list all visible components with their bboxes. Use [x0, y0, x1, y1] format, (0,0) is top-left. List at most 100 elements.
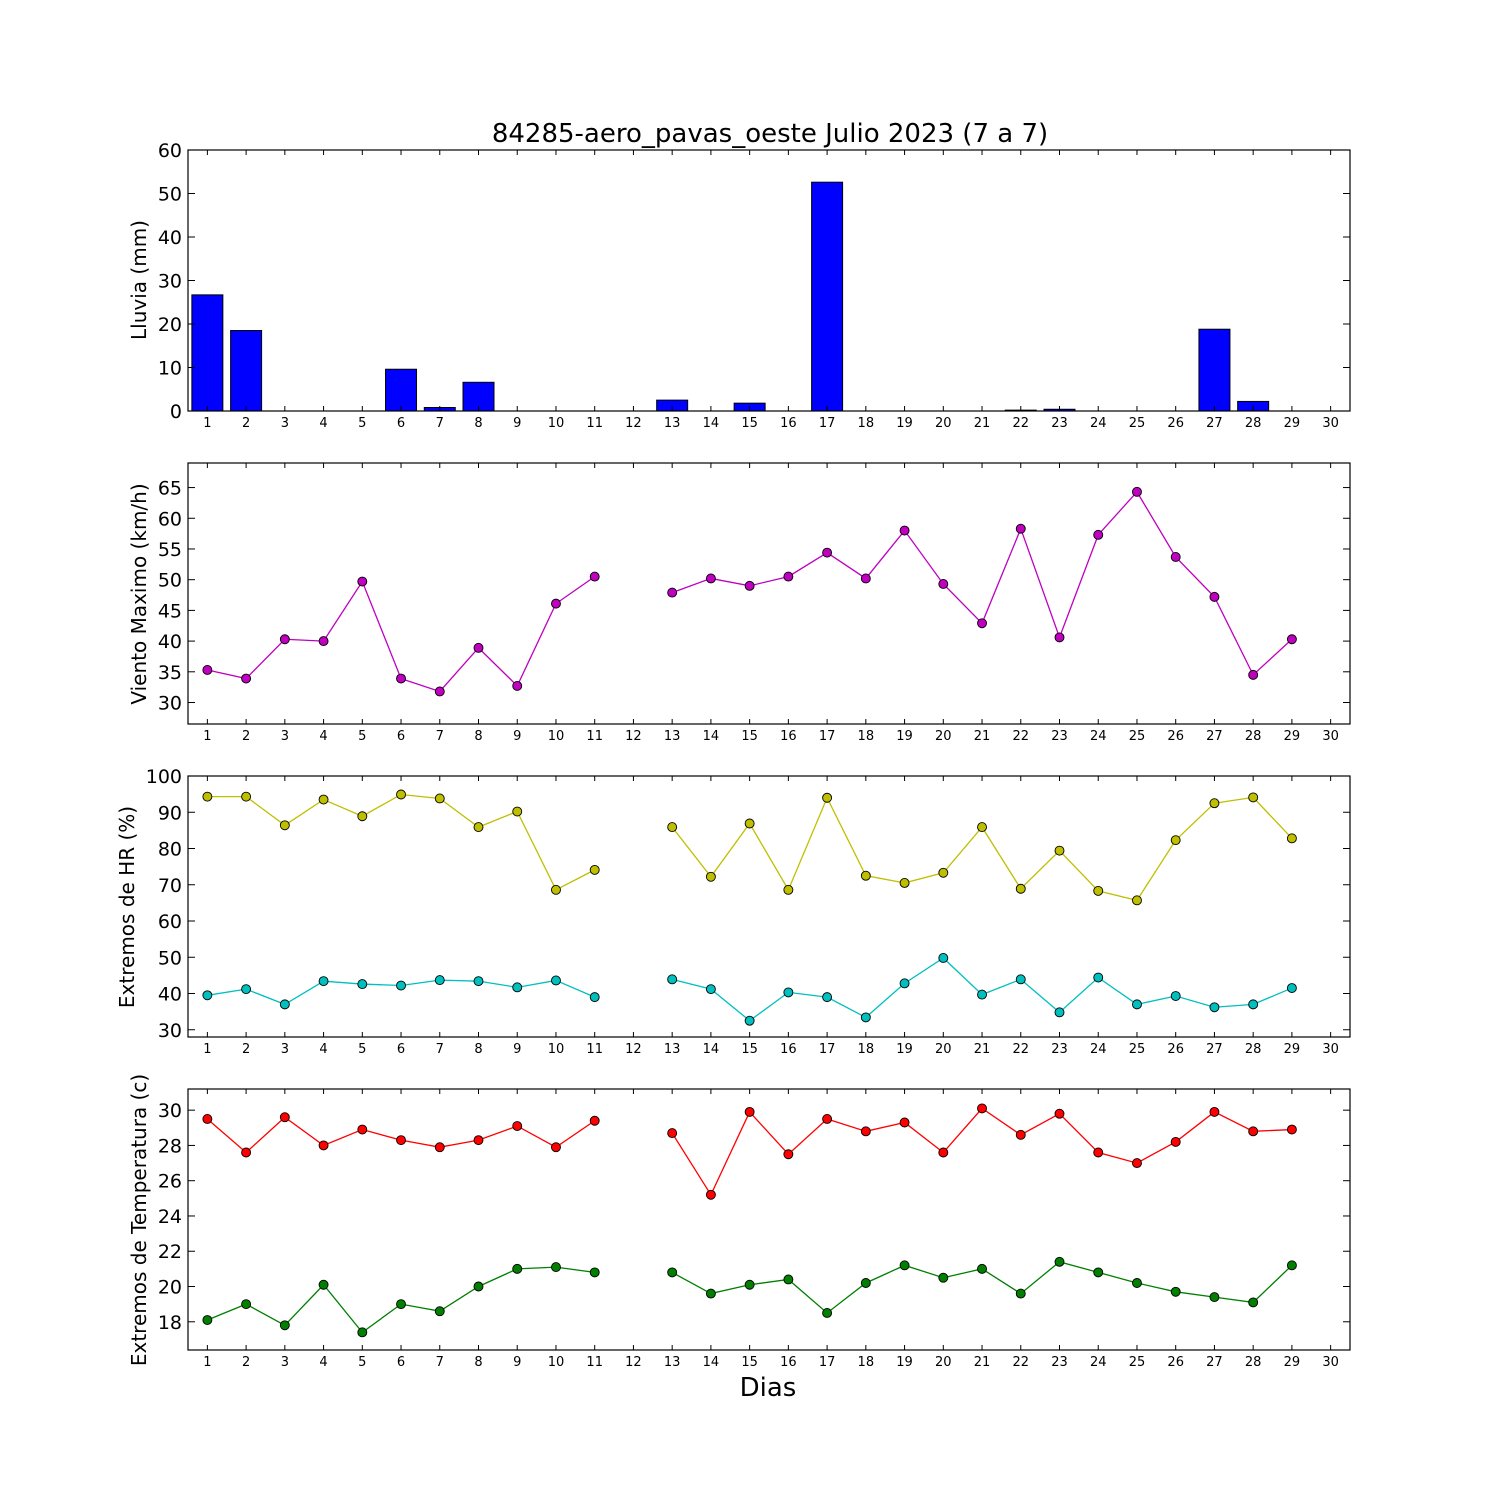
xtick-label: 6 — [397, 729, 405, 744]
series-1-point-day-28 — [1248, 1297, 1259, 1308]
ytick-label: 60 — [158, 911, 182, 933]
xtick-label: 17 — [819, 729, 836, 744]
series-1-point-day-3 — [279, 1320, 290, 1331]
xtick-label: 27 — [1206, 1355, 1223, 1370]
series-0-point-day-14 — [705, 871, 716, 882]
series-1-point-day-15 — [744, 1015, 755, 1026]
xtick-label: 20 — [935, 1355, 952, 1370]
series-1-point-day-16 — [783, 1274, 794, 1285]
ylabel-wind: Viento Maximo (km/h) — [127, 483, 151, 704]
xtick-label: 21 — [974, 1042, 991, 1057]
xlabel-dias: Dias — [740, 1373, 797, 1403]
xtick-label: 16 — [780, 416, 797, 431]
ytick-label: 40 — [158, 984, 182, 1006]
series-0-point-day-27 — [1209, 798, 1220, 809]
series-0-point-day-3 — [279, 634, 290, 645]
xtick-label: 26 — [1167, 729, 1184, 744]
xtick-label: 19 — [896, 729, 913, 744]
xtick-label: 2 — [242, 416, 250, 431]
series-0-point-day-20 — [938, 867, 949, 878]
xtick-label: 12 — [625, 729, 642, 744]
series-1-point-day-9 — [512, 982, 523, 993]
series-0-point-day-16 — [783, 571, 794, 582]
ytick-label: 40 — [158, 631, 182, 653]
xtick-label: 18 — [858, 1042, 875, 1057]
xtick-label: 21 — [974, 1355, 991, 1370]
series-0-point-day-23 — [1054, 845, 1065, 856]
series-1-point-day-17 — [822, 1308, 833, 1318]
xtick-label: 26 — [1167, 1355, 1184, 1370]
series-0-point-day-7 — [434, 1142, 445, 1153]
series-0-point-day-18 — [860, 1126, 871, 1137]
series-1-point-day-26 — [1170, 991, 1181, 1001]
series-1-point-day-10 — [551, 975, 561, 986]
xtick-label: 29 — [1284, 1355, 1301, 1370]
series-0-point-day-14 — [705, 1189, 716, 1200]
xtick-label: 11 — [586, 729, 603, 744]
xtick-label: 16 — [780, 1355, 797, 1370]
xtick-label: 7 — [436, 1042, 444, 1057]
series-1-point-day-4 — [318, 976, 329, 987]
series-1-point-day-4 — [318, 1279, 329, 1290]
ytick-label: 30 — [158, 271, 182, 293]
series-0-point-day-17 — [822, 792, 833, 803]
series-0-point-day-6 — [396, 673, 406, 684]
ytick-label: 50 — [158, 184, 182, 206]
series-0-point-day-6 — [396, 789, 406, 800]
series-1-point-day-16 — [783, 987, 794, 998]
series-1-point-day-18 — [860, 1278, 871, 1288]
series-1-point-day-11 — [589, 992, 600, 1003]
series-0-point-day-19 — [899, 525, 910, 536]
series-1-point-day-7 — [434, 1306, 445, 1317]
series-0-point-day-6 — [396, 1135, 406, 1146]
xtick-label: 18 — [858, 1355, 875, 1370]
series-0-point-day-11 — [589, 1115, 600, 1126]
xtick-label: 8 — [474, 416, 482, 431]
xtick-label: 21 — [974, 729, 991, 744]
series-0-point-day-22 — [1015, 1129, 1026, 1140]
ylabel-humidity: Extremos de HR (%) — [115, 806, 139, 1008]
xtick-label: 11 — [586, 1355, 603, 1370]
xtick-label: 17 — [819, 1355, 836, 1370]
xtick-label: 25 — [1129, 729, 1146, 744]
ytick-label: 26 — [158, 1171, 182, 1193]
series-0-point-day-11 — [589, 571, 600, 582]
xtick-label: 29 — [1284, 1042, 1301, 1057]
series-0-point-day-15 — [744, 580, 755, 591]
xtick-label: 13 — [664, 729, 681, 744]
xtick-label: 28 — [1245, 1355, 1262, 1370]
xtick-label: 4 — [319, 1042, 327, 1057]
xtick-label: 6 — [397, 416, 405, 431]
xtick-label: 27 — [1206, 729, 1223, 744]
ytick-label: 40 — [158, 227, 182, 249]
series-0-point-day-28 — [1248, 792, 1259, 803]
xtick-label: 1 — [203, 416, 211, 431]
series-1-point-day-18 — [860, 1012, 871, 1023]
xtick-label: 27 — [1206, 416, 1223, 431]
series-0-point-day-3 — [279, 820, 290, 831]
series-0-point-day-17 — [822, 547, 833, 558]
xtick-label: 23 — [1051, 1042, 1068, 1057]
series-0-point-day-24 — [1093, 1147, 1104, 1158]
xtick-label: 23 — [1051, 1355, 1068, 1370]
axes-frame — [187, 1088, 1351, 1351]
series-1-point-day-14 — [705, 984, 716, 995]
xtick-label: 4 — [319, 729, 327, 744]
ytick-label: 30 — [158, 1020, 182, 1042]
xtick-label: 8 — [474, 729, 482, 744]
series-1-point-day-20 — [938, 1272, 949, 1283]
series-0-point-day-21 — [977, 618, 987, 629]
series-1-point-day-27 — [1209, 1292, 1220, 1303]
series-0-point-day-26 — [1170, 835, 1181, 846]
ylabel-rain: Lluvia (mm) — [127, 220, 151, 340]
series-0-point-day-9 — [512, 680, 523, 691]
series-1-point-day-6 — [396, 980, 406, 991]
xtick-label: 12 — [625, 1042, 642, 1057]
series-1-point-day-10 — [551, 1262, 561, 1273]
series-0-point-day-29 — [1286, 634, 1297, 645]
xtick-label: 10 — [548, 416, 565, 431]
series-1-point-day-9 — [512, 1263, 523, 1274]
